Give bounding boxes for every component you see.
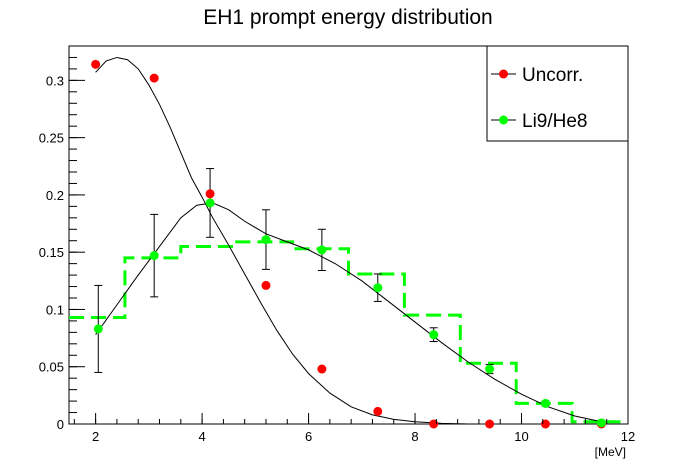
uncorr--point bbox=[149, 73, 159, 83]
y-tick-label: 0.1 bbox=[46, 302, 64, 317]
legend-uncorr--label: Uncorr. bbox=[522, 65, 583, 86]
legend-li9-he8-label: Li9/He8 bbox=[522, 111, 588, 132]
li9-he8-point bbox=[149, 251, 159, 261]
fit-curves bbox=[95, 56, 602, 425]
chart-title: EH1 prompt energy distribution bbox=[203, 6, 492, 29]
y-tick-label: 0 bbox=[57, 417, 64, 432]
legend-box bbox=[486, 45, 629, 142]
li9-he8-fit-curve bbox=[95, 202, 602, 423]
data-points bbox=[91, 59, 606, 429]
x-axis-label: [MeV] bbox=[595, 445, 626, 459]
uncorr--point bbox=[373, 406, 383, 416]
x-tick-label: 8 bbox=[411, 429, 418, 444]
li9-he8-point bbox=[429, 330, 439, 340]
x-tick-label: 12 bbox=[621, 429, 635, 444]
error-bars bbox=[94, 168, 606, 425]
li9-he8-point bbox=[596, 418, 606, 428]
y-tick-label: 0.15 bbox=[39, 245, 64, 260]
y-tick-label: 0.3 bbox=[46, 73, 64, 88]
uncorr--point bbox=[317, 364, 327, 374]
x-tick-label: 10 bbox=[514, 429, 528, 444]
plot-frame bbox=[68, 45, 629, 425]
li9-he8-point bbox=[540, 398, 550, 408]
uncorr--fit-curve bbox=[95, 56, 469, 425]
li9-he8-point bbox=[373, 283, 383, 293]
x-tick-label: 6 bbox=[305, 429, 312, 444]
y-tick-label: 0.2 bbox=[46, 188, 64, 203]
li9-he8-point bbox=[93, 324, 103, 334]
histograms bbox=[69, 240, 628, 424]
x-tick-label: 4 bbox=[198, 429, 205, 444]
li9-he8-point bbox=[261, 235, 271, 245]
uncorr--point bbox=[261, 280, 271, 290]
y-tick-label: 0.25 bbox=[39, 131, 64, 146]
li9-he8-histogram bbox=[69, 240, 628, 424]
axes: 2 4 6 8 10 12 0 0.05 0.1 0.15 0.2 0.25 0.3 bbox=[39, 56, 635, 444]
legend: Uncorr. Li9/He8 bbox=[486, 45, 629, 142]
li9-he8-point bbox=[485, 364, 495, 374]
li9-he8-point bbox=[205, 198, 215, 208]
legend-li9-he8-marker bbox=[499, 115, 508, 125]
legend-uncorr--marker bbox=[499, 69, 508, 79]
uncorr--point bbox=[485, 419, 495, 429]
uncorr--point bbox=[91, 59, 101, 69]
y-tick-label: 0.05 bbox=[39, 360, 64, 375]
li9-he8-point bbox=[317, 245, 327, 255]
uncorr--point bbox=[205, 189, 215, 199]
x-tick-label: 2 bbox=[92, 429, 99, 444]
